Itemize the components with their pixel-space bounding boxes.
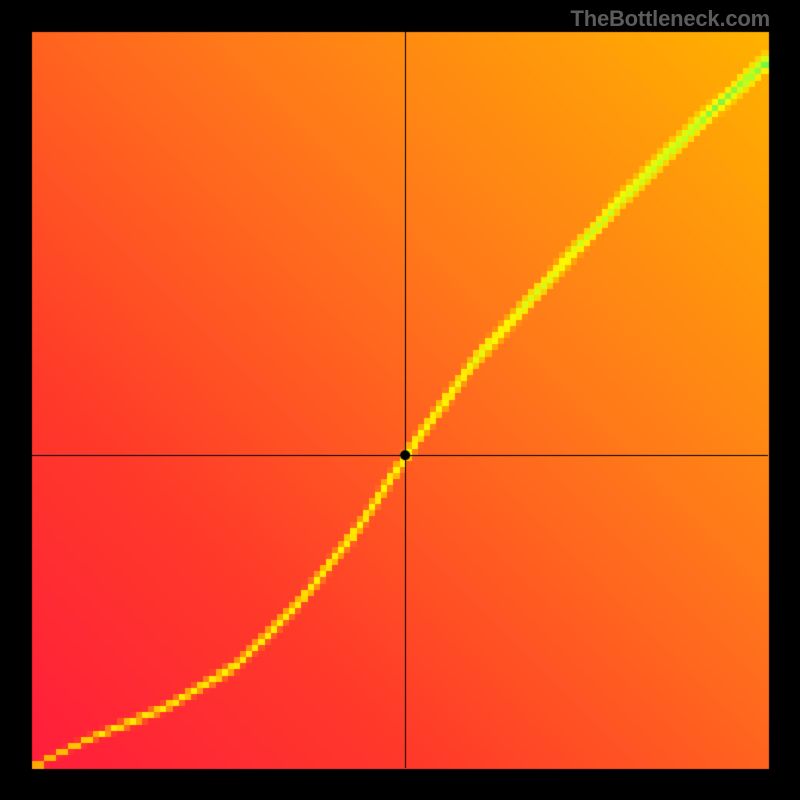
watermark-text: TheBottleneck.com <box>570 6 770 32</box>
bottleneck-heatmap-chart <box>0 0 800 800</box>
